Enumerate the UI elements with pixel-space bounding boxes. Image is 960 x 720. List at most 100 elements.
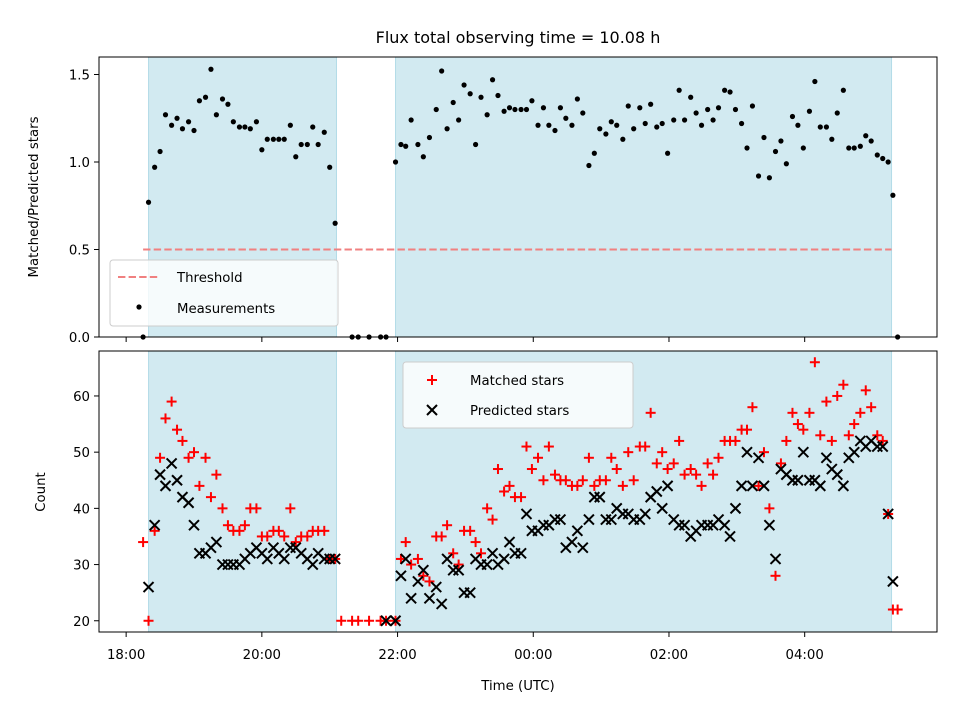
matched-star-point xyxy=(668,458,679,469)
shaded-interval xyxy=(395,56,893,338)
predicted-star-point xyxy=(464,586,476,599)
matched-star-point xyxy=(217,503,228,514)
bottom-y-axis: 20 30 40 50 60 xyxy=(73,390,99,630)
bottom-y-axis-label: Count xyxy=(34,472,49,512)
measurement-point xyxy=(874,152,880,158)
measurement-point xyxy=(829,136,835,142)
predicted-star-point xyxy=(210,536,223,548)
y-tick-label: 20 xyxy=(73,615,90,630)
measurement-point xyxy=(642,120,648,127)
matched-star-point xyxy=(696,480,707,491)
measurement-point xyxy=(597,126,603,132)
measurement-point xyxy=(456,117,462,123)
measurement-point xyxy=(523,106,530,113)
measurement-point xyxy=(529,98,535,104)
measurement-point xyxy=(472,141,479,148)
predicted-star-point xyxy=(848,446,860,458)
predicted-star-point xyxy=(417,564,430,576)
matched-star-point xyxy=(798,424,809,435)
matched-star-point xyxy=(412,553,423,564)
measurement-point xyxy=(179,126,186,132)
measurement-point xyxy=(287,122,293,128)
predicted-star-point xyxy=(278,553,290,565)
measurement-point xyxy=(812,78,818,85)
measurement-point xyxy=(444,126,450,132)
matched-star-point xyxy=(453,559,464,570)
measurement-point xyxy=(671,117,677,123)
predicted-star-point xyxy=(515,547,527,560)
measurement-point xyxy=(563,115,569,121)
measurement-point xyxy=(890,192,896,198)
matched-star-point xyxy=(290,537,301,548)
measurement-point xyxy=(293,154,299,160)
top-shaded-intervals xyxy=(148,56,893,338)
predicted-star-point xyxy=(882,508,894,520)
measurement-point xyxy=(681,117,688,123)
measurement-point xyxy=(688,94,694,100)
matched-star-point xyxy=(166,396,177,407)
measurement-point xyxy=(744,145,750,151)
measurement-point xyxy=(433,106,439,113)
matched-star-point xyxy=(832,390,843,401)
measurement-point xyxy=(415,141,421,148)
measurement-point xyxy=(840,87,846,93)
measurement-point xyxy=(648,101,654,107)
matched-star-point xyxy=(764,503,775,514)
matched-star-point xyxy=(809,357,820,368)
predicted-star-point xyxy=(577,541,589,554)
measurement-point xyxy=(439,68,445,74)
legend-measurements-swatch xyxy=(136,304,142,310)
measurement-point xyxy=(489,77,496,83)
bottom-legend-box xyxy=(402,361,634,429)
x-tick-label: 02:00 xyxy=(650,648,688,663)
matched-star-point xyxy=(543,441,554,452)
top-x-ticks xyxy=(125,337,806,342)
matched-star-point xyxy=(804,407,815,418)
measurement-point xyxy=(157,148,163,155)
matched-star-point xyxy=(160,413,171,424)
measurement-point xyxy=(637,105,643,111)
measurement-point xyxy=(403,143,409,149)
predicted-star-point xyxy=(741,446,753,458)
measurement-point xyxy=(196,98,203,104)
predicted-star-point xyxy=(165,457,178,470)
matched-star-point xyxy=(234,525,245,536)
matched-star-point xyxy=(855,407,866,418)
predicted-star-point xyxy=(389,615,402,627)
predicted-star-point xyxy=(814,480,826,492)
matched-star-point xyxy=(424,576,435,587)
measurement-point xyxy=(450,99,456,106)
matched-star-point xyxy=(685,464,696,475)
predicted-star-point xyxy=(735,480,748,492)
x-tick-label: 22:00 xyxy=(378,648,416,663)
matched-star-point xyxy=(533,452,544,463)
predicted-star-point xyxy=(486,547,499,560)
measurement-point xyxy=(219,96,226,102)
measurement-point xyxy=(659,120,665,127)
matched-star-point xyxy=(279,531,290,542)
predicted-star-point xyxy=(329,553,341,565)
matched-star-point xyxy=(892,604,903,615)
predicted-star-point xyxy=(554,513,567,526)
matched-star-point xyxy=(708,469,719,480)
measurement-point xyxy=(461,82,467,88)
predicted-star-point xyxy=(797,446,810,458)
measurement-point xyxy=(778,138,784,144)
matched-star-point xyxy=(364,615,375,626)
measurement-point xyxy=(152,164,158,170)
measurement-point xyxy=(191,127,197,134)
matched-star-point xyxy=(442,520,453,531)
measurement-point xyxy=(795,122,801,128)
measurement-point xyxy=(580,110,586,116)
y-tick-label: 60 xyxy=(73,390,90,405)
measurement-point xyxy=(846,145,852,151)
matched-star-point xyxy=(702,458,713,469)
matched-star-point xyxy=(747,402,758,413)
measurement-point xyxy=(755,173,762,179)
measurement-point xyxy=(535,122,541,128)
measurement-point xyxy=(327,164,333,170)
matched-star-point xyxy=(606,452,617,463)
matched-star-point xyxy=(262,531,273,542)
matched-star-point xyxy=(448,548,459,559)
measurement-point xyxy=(264,136,270,142)
